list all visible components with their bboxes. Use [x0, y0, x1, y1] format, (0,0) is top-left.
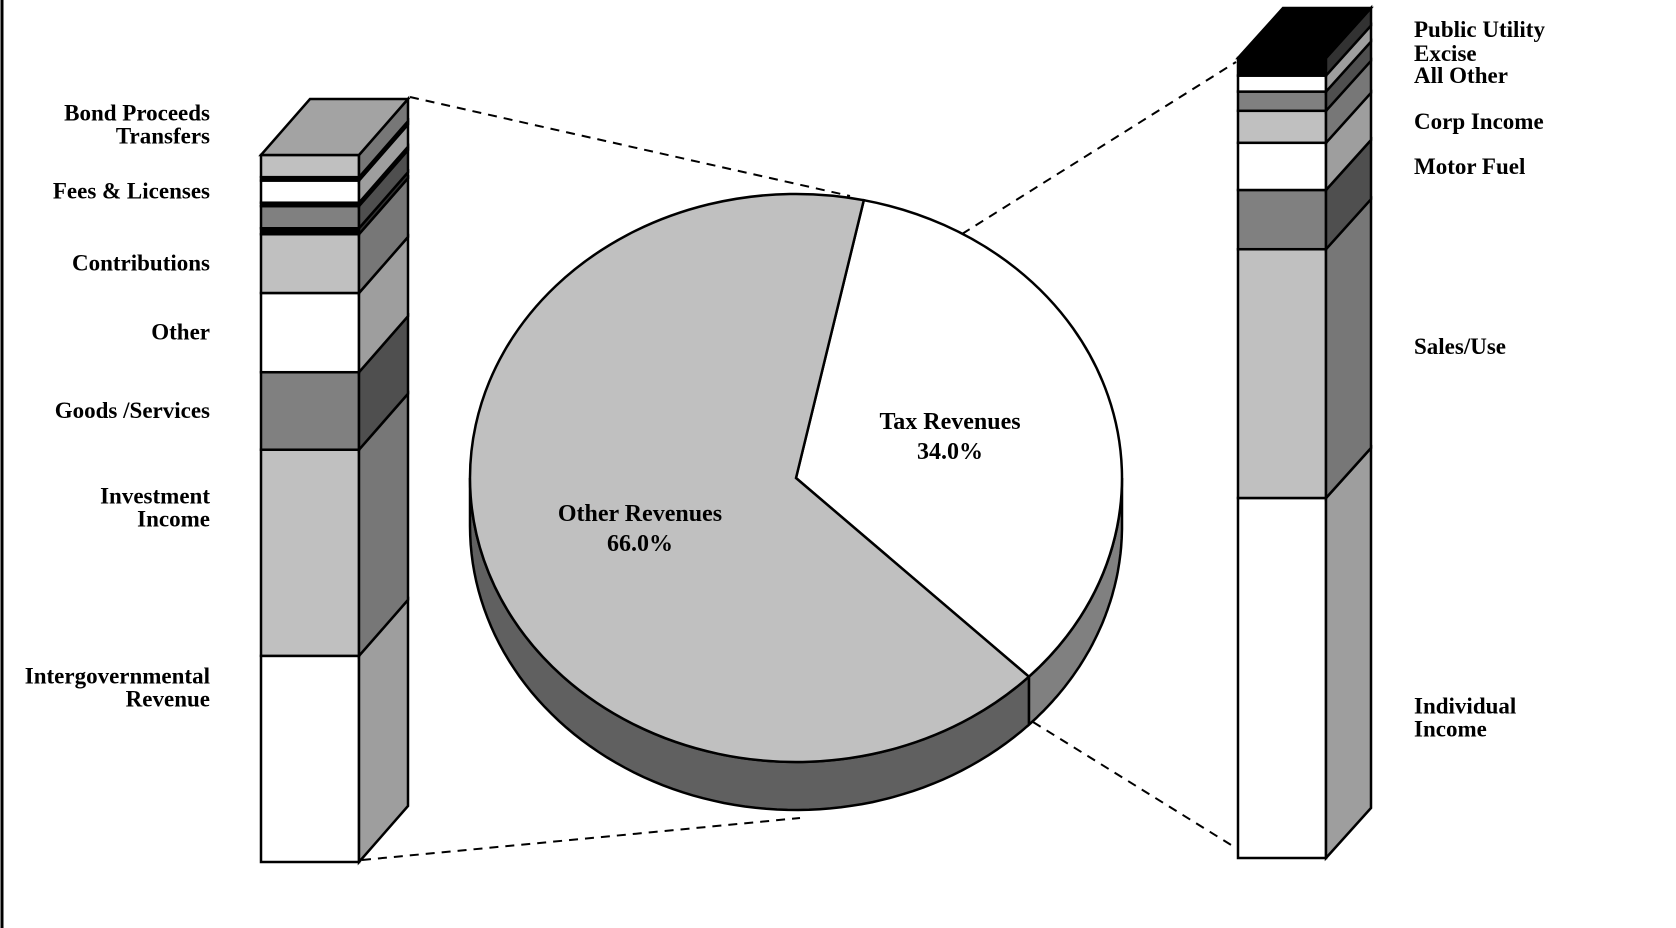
left-bar-front-bond-proceeds	[259, 153, 361, 179]
right-bar-front-motor-fuel	[1236, 188, 1328, 251]
left-bar-label-fees-licenses: Fees & Licenses	[53, 179, 210, 204]
leader-left-top	[409, 96, 851, 197]
pie-chart	[468, 192, 1124, 812]
right-bar-top	[1235, 6, 1374, 60]
left-bar-label-goods-services: Goods /Services	[55, 398, 210, 423]
left-bar-label-intergovernmental-revenue: Intergovernmental Revenue	[25, 664, 210, 712]
chart-labels: Tax Revenues 34.0% Other Revenues 66.0% Inte…	[25, 17, 1546, 742]
pie-label-other-revenues: Other Revenues	[558, 501, 722, 527]
right-bar-side-sales-use	[1324, 195, 1373, 502]
right-bar-front-unlabeled-4	[1236, 109, 1328, 145]
left-bar-label-bond-proceeds: Bond Proceeds	[64, 101, 210, 126]
right-bar-front-corp-income	[1236, 141, 1328, 192]
right-bar-label-all-other: All Other	[1414, 63, 1508, 88]
connector-lines	[0, 0, 1237, 928]
leader-left-bottom	[361, 817, 801, 861]
right-bar-front-excise	[1236, 74, 1328, 93]
left-bar-label-transfers: Transfers	[116, 124, 210, 149]
left-bar-front-intergovernmental-revenue	[259, 654, 361, 864]
right-bar-front-sales-use	[1236, 247, 1328, 500]
left-bar-front-investment-income	[259, 448, 361, 658]
leader-right-top	[961, 61, 1237, 235]
left-bar-front-contributions	[259, 232, 361, 295]
right-breakdown-bar	[1235, 4, 1374, 862]
pie-slice-other-revenues	[468, 192, 1031, 764]
right-bar-label-corp-income: Corp Income	[1414, 109, 1544, 134]
left-bar-label-contributions: Contributions	[72, 251, 210, 276]
leader-right-bottom	[1032, 721, 1237, 849]
left-bar-label-other: Other	[151, 320, 210, 345]
pie-slice-tax-revenues	[794, 198, 1124, 679]
left-bar-front-goods-services	[259, 370, 361, 451]
right-bar-label-sales-use: Sales/Use	[1414, 334, 1506, 359]
right-bar-label-individual-income: Individual Income	[1414, 694, 1516, 742]
left-breakdown-bar	[258, 95, 411, 866]
left-bar-label-investment-income: Investment Income	[100, 484, 210, 532]
left-bar-front-fees-licenses	[259, 179, 361, 204]
right-bar-front-all-other	[1236, 90, 1328, 113]
pie-value-other-revenues: 66.0%	[607, 531, 673, 557]
right-bar-label-excise: Excise	[1414, 41, 1477, 66]
right-bar-front-individual-income	[1236, 496, 1328, 860]
left-bar-front-other	[259, 291, 361, 374]
left-bar-top	[258, 97, 411, 157]
left-bar-front-unlabeled-6	[259, 204, 361, 230]
right-bar-label-public-utility: Public Utility	[1414, 17, 1545, 42]
pie-label-tax-revenues: Tax Revenues	[879, 409, 1020, 435]
right-bar-label-motor-fuel: Motor Fuel	[1414, 154, 1525, 179]
right-bar-side-individual-income	[1324, 444, 1373, 862]
pie-value-tax-revenues: 34.0%	[917, 439, 983, 465]
right-bar-front-public-utility	[1236, 56, 1328, 77]
